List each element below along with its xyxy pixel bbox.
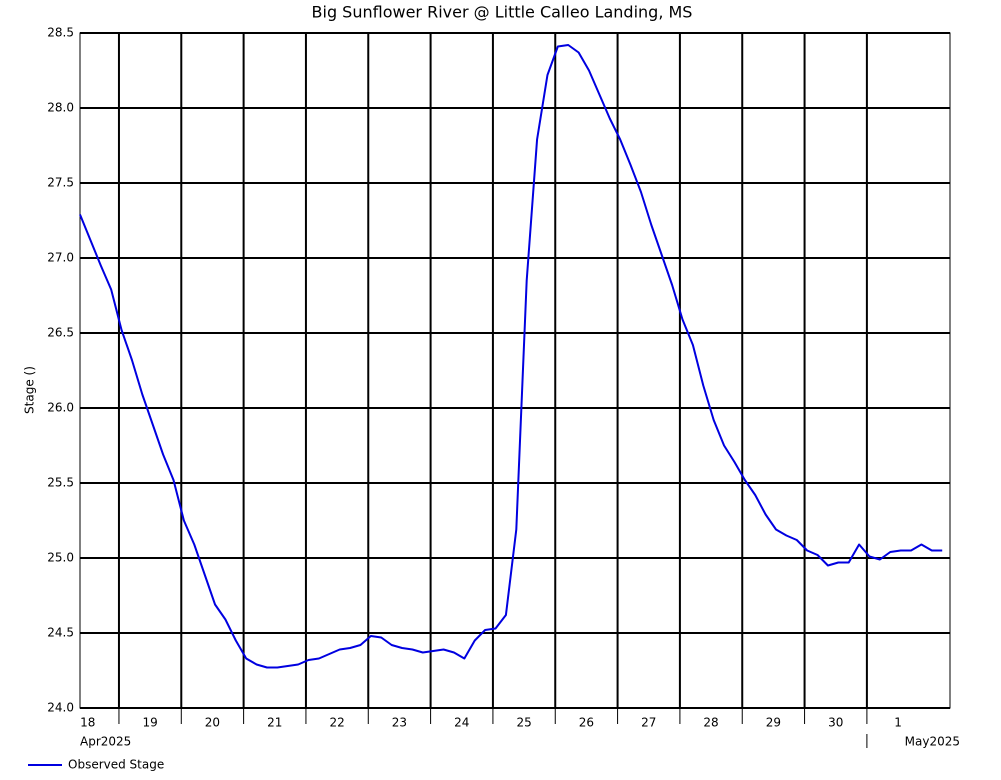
x-tick-label: 19 [142,716,157,730]
y-axis-label: Stage () [23,366,37,414]
x-tick-label: 24 [454,716,469,730]
x-tick-label: 23 [392,716,407,730]
month-label: May2025 [905,735,960,749]
y-tick-label: 27.5 [47,176,74,190]
y-tick-label: 28.0 [47,101,74,115]
x-tick-label: 20 [205,716,220,730]
x-tick-label: 22 [329,716,344,730]
x-tick-label: 29 [766,716,781,730]
month-label: Apr2025 [80,735,131,749]
y-tick-label: 28.5 [47,26,74,40]
x-tick-label: 30 [828,716,843,730]
x-tick-label: 1 [894,716,902,730]
x-tick-label: 27 [641,716,656,730]
x-tick-label: 25 [516,716,531,730]
y-tick-label: 24.0 [47,701,74,715]
y-tick-label: 25.0 [47,551,74,565]
data-line [79,44,943,669]
x-tick-label: 18 [80,716,95,730]
y-tick-label: 26.5 [47,326,74,340]
y-tick-label: 26.0 [47,401,74,415]
y-tick-label: 25.5 [47,476,74,490]
legend-label: Observed Stage [68,758,164,772]
x-tick-label: 21 [267,716,282,730]
y-tick-label: 24.5 [47,626,74,640]
plot-area [79,32,951,709]
chart-title: Big Sunflower River @ Little Calleo Land… [312,3,693,22]
x-tick-label: 26 [579,716,594,730]
y-tick-label: 27.0 [47,251,74,265]
x-tick-label: 28 [703,716,718,730]
